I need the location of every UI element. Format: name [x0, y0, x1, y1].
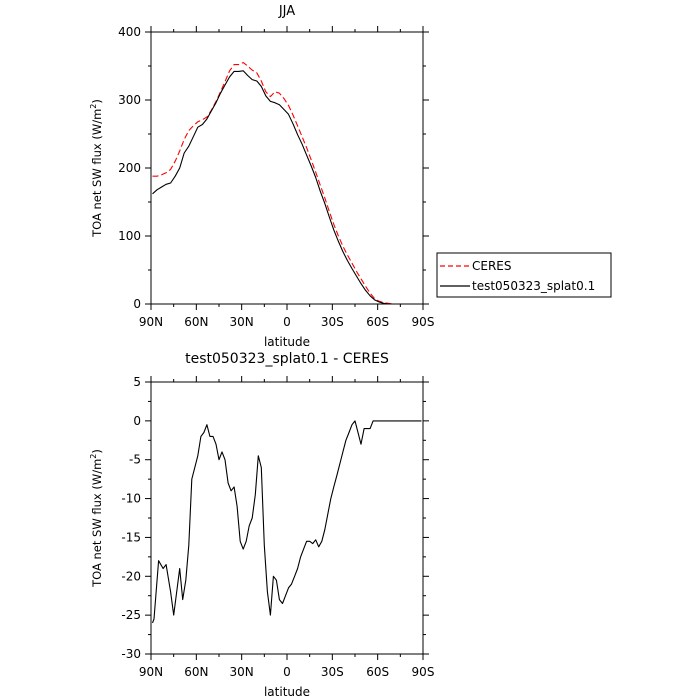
bottom-y-tick-label: 0	[133, 414, 141, 428]
bottom-y-axis-label-close: )	[90, 449, 104, 454]
top-series-line-1	[152, 70, 420, 305]
legend-label-model: test050323_splat0.1	[472, 279, 595, 293]
bottom-y-tick-label: -30	[121, 647, 141, 661]
top-y-tick-label: 300	[118, 93, 141, 107]
bottom-x-tick-label: 30N	[230, 665, 254, 679]
top-y-axis-label: TOA net SW flux (W/m2)	[89, 99, 104, 238]
bottom-series-line-0	[151, 420, 422, 624]
bottom-y-tick-label: -10	[121, 492, 141, 506]
bottom-y-tick-label: 5	[133, 375, 141, 389]
top-series	[152, 62, 420, 305]
top-ticks: 90N 60N 30N 0 30S 60S 90S 0 100 200 300 400	[118, 25, 434, 329]
legend-box	[436, 252, 612, 298]
top-y-axis-label-close: )	[90, 99, 104, 104]
legend: CERES test050323_splat0.1	[436, 252, 612, 298]
top-panel: JJA 90N 60N 30N 0 30S 60S 90S 0 100 200 300 400 lat…	[89, 4, 434, 349]
bottom-y-tick-label: -20	[121, 569, 141, 583]
bottom-title: test050323_splat0.1 - CERES	[185, 351, 389, 367]
top-x-tick-label: 30N	[230, 315, 254, 329]
top-x-axis-label: latitude	[264, 335, 310, 349]
top-y-tick-label: 200	[118, 161, 141, 175]
top-x-tick-label: 90S	[412, 315, 435, 329]
bottom-y-axis-label-sup: 2	[89, 454, 98, 459]
bottom-x-tick-label: 90N	[139, 665, 163, 679]
top-series-line-0	[152, 62, 420, 305]
bottom-x-tick-label: 60S	[366, 665, 389, 679]
bottom-x-tick-label: 60N	[184, 665, 208, 679]
top-x-tick-label: 60N	[184, 315, 208, 329]
top-x-tick-label: 90N	[139, 315, 163, 329]
top-plot-frame	[150, 31, 424, 305]
legend-label-ceres: CERES	[472, 259, 512, 273]
bottom-x-tick-label: 0	[283, 665, 291, 679]
top-x-tick-label: 30S	[321, 315, 344, 329]
bottom-plot-frame	[150, 381, 424, 655]
top-y-tick-label: 400	[118, 25, 141, 39]
bottom-y-axis-label: TOA net SW flux (W/m2)	[89, 449, 104, 588]
bottom-x-tick-label: 30S	[321, 665, 344, 679]
bottom-x-axis-label: latitude	[264, 685, 310, 699]
bottom-ticks: 90N 60N 30N 0 30S 60S 90S 5 0 -5 -10 -15 -20 -25 -30	[121, 375, 434, 679]
top-y-tick-label: 100	[118, 229, 141, 243]
bottom-y-tick-label: -15	[121, 530, 141, 544]
top-x-tick-label: 0	[283, 315, 291, 329]
bottom-series	[151, 420, 422, 624]
top-y-tick-label: 0	[133, 297, 141, 311]
top-x-tick-label: 60S	[366, 315, 389, 329]
top-y-axis-label-main: TOA net SW flux (W/m	[90, 109, 104, 238]
bottom-x-tick-label: 90S	[412, 665, 435, 679]
top-y-axis-label-sup: 2	[89, 104, 98, 109]
bottom-y-tick-label: -25	[121, 608, 141, 622]
bottom-y-tick-label: -5	[129, 453, 141, 467]
top-title: JJA	[278, 4, 295, 19]
bottom-panel: test050323_splat0.1 - CERES 90N 60N 30N 0 30…	[89, 351, 434, 699]
bottom-y-axis-label-main: TOA net SW flux (W/m	[90, 459, 104, 588]
